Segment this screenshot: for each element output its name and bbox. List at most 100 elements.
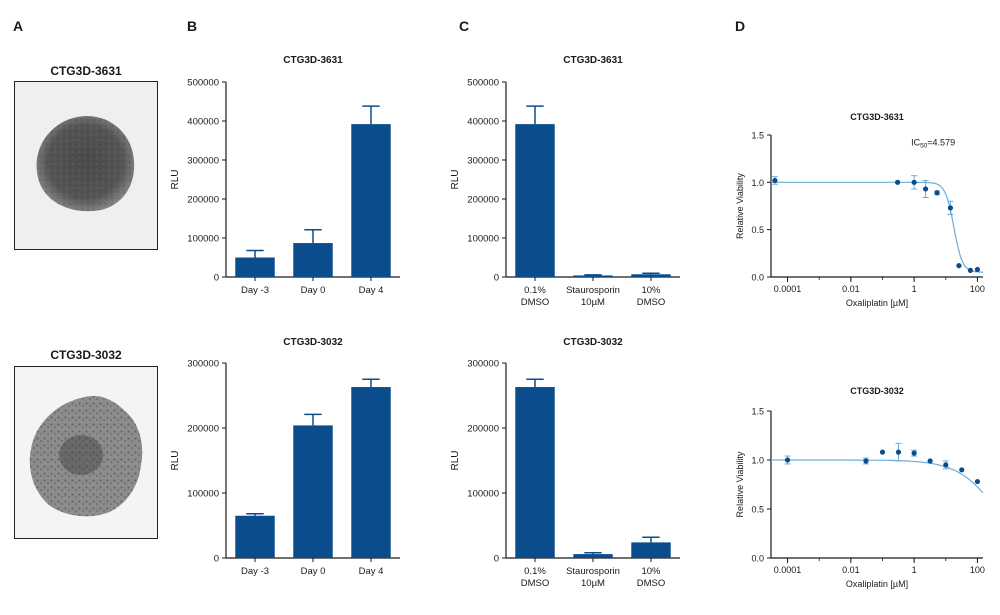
panel-letter-a: A	[13, 18, 24, 34]
x-tick-label: Day -3	[241, 566, 269, 577]
data-point	[959, 467, 965, 473]
y-tick-label: 200000	[187, 424, 219, 435]
y-tick-label: 0.0	[751, 554, 764, 564]
chart-d-ctg3d-3631: CTG3D-3631 Relative Viability Oxaliplatin …	[735, 112, 985, 308]
y-axis-label: Relative Viability	[735, 451, 745, 517]
y-axis-label: Relative Viability	[735, 173, 745, 239]
x-tick-label: Day 4	[359, 566, 384, 577]
bar	[293, 425, 333, 558]
panel-letter-b: B	[187, 18, 198, 34]
chart-c-ctg3d-3032: CTG3D-3032 RLU 0 100000 200000 300000 0.1% DMSO…	[450, 337, 680, 589]
data-point	[911, 179, 917, 185]
y-tick-label: 300000	[467, 359, 499, 370]
data-point	[922, 186, 929, 192]
y-axis-label: RLU	[450, 169, 461, 189]
y-tick-label: 400000	[187, 117, 219, 128]
bar	[351, 387, 391, 558]
x-tick-label: 0.0001	[774, 284, 802, 294]
y-tick-label: 1.5	[751, 131, 764, 141]
y-tick-label: 200000	[187, 195, 219, 206]
bar	[573, 554, 613, 558]
data-point	[967, 267, 974, 273]
y-tick-label: 0	[214, 273, 219, 284]
x-axis-label: Oxaliplatin [µM]	[846, 579, 908, 589]
x-tick-label: DMSO	[637, 578, 666, 589]
data-point	[943, 462, 949, 468]
chart-title: CTG3D-3032	[283, 337, 343, 348]
organoid-title-top: CTG3D-3631	[50, 64, 122, 78]
x-tick-label: Day -3	[241, 285, 269, 296]
y-tick-label: 200000	[467, 424, 499, 435]
y-tick-label: 300000	[187, 359, 219, 370]
y-axis-label: RLU	[450, 450, 461, 470]
x-tick-label: DMSO	[521, 297, 550, 308]
data-point	[894, 179, 901, 185]
x-tick-label: Day 4	[359, 285, 384, 296]
ic50-annotation: IC50=4.579	[911, 137, 955, 149]
y-tick-label: 1.0	[751, 456, 764, 466]
organoid-image-bottom	[14, 366, 158, 539]
x-tick-label: 100	[970, 284, 985, 294]
x-tick-label: Staurosporin	[566, 566, 620, 577]
data-point	[863, 458, 869, 464]
y-tick-label: 100000	[187, 234, 219, 245]
chart-d-ctg3d-3032: CTG3D-3032 Relative Viability Oxaliplatin …	[735, 386, 985, 589]
x-tick-label: 10µM	[581, 297, 605, 308]
chart-title: CTG3D-3032	[563, 337, 623, 348]
x-tick-label: 10%	[641, 285, 661, 296]
y-tick-label: 200000	[467, 195, 499, 206]
data-point	[895, 449, 902, 455]
data-point	[879, 449, 886, 455]
chart-b-ctg3d-3032: CTG3D-3032 RLU 0 100000 200000 300000 Day -3 Da…	[170, 337, 400, 577]
x-tick-label: Staurosporin	[566, 285, 620, 296]
x-tick-label: Day 0	[301, 285, 326, 296]
y-tick-label: 0.5	[751, 505, 764, 515]
panel-letter-d: D	[735, 18, 746, 34]
x-tick-label: 10%	[641, 566, 661, 577]
data-point	[784, 457, 791, 463]
y-axis-label: RLU	[170, 169, 181, 189]
y-tick-label: 400000	[467, 117, 499, 128]
y-tick-label: 0.0	[751, 273, 764, 283]
y-tick-label: 300000	[467, 156, 499, 167]
x-tick-label: 10µM	[581, 578, 605, 589]
data-point	[934, 190, 940, 196]
y-tick-label: 100000	[467, 234, 499, 245]
bar	[235, 515, 275, 558]
x-tick-label: Day 0	[301, 566, 326, 577]
y-tick-label: 1.5	[751, 407, 764, 417]
y-tick-label: 0	[494, 554, 499, 565]
chart-c-ctg3d-3631: CTG3D-3631 RLU 0 100000 200000 300000 400000 50…	[450, 55, 680, 308]
y-axis-label: RLU	[170, 450, 181, 470]
x-tick-label: 0.0001	[774, 565, 802, 575]
panel-letter-c: C	[459, 18, 470, 34]
x-tick-label: 1	[912, 565, 917, 575]
bar	[515, 124, 555, 278]
chart-title: CTG3D-3631	[563, 55, 623, 66]
data-point	[956, 263, 962, 269]
chart-title: CTG3D-3631	[283, 55, 343, 66]
x-tick-label: 1	[912, 284, 917, 294]
x-tick-label: DMSO	[637, 297, 666, 308]
x-tick-label: 0.01	[842, 284, 860, 294]
bar	[573, 275, 613, 277]
y-tick-label: 500000	[467, 78, 499, 89]
data-point	[974, 266, 981, 273]
bar	[351, 124, 391, 278]
data-point	[974, 478, 981, 485]
chart-b-ctg3d-3631: CTG3D-3631 RLU 0 100000 200000 300000 400000 50…	[170, 55, 400, 296]
x-tick-label: 0.1%	[524, 566, 546, 577]
y-tick-label: 100000	[467, 489, 499, 500]
bar	[631, 542, 671, 558]
chart-title: CTG3D-3631	[850, 112, 904, 122]
data-point	[772, 177, 778, 184]
y-tick-label: 500000	[187, 78, 219, 89]
y-tick-label: 100000	[187, 489, 219, 500]
x-axis-label: Oxaliplatin [µM]	[846, 298, 908, 308]
bar	[515, 387, 555, 558]
chart-title: CTG3D-3032	[850, 386, 904, 396]
bar	[293, 243, 333, 277]
fit-curve	[771, 181, 984, 273]
data-point	[947, 205, 954, 211]
